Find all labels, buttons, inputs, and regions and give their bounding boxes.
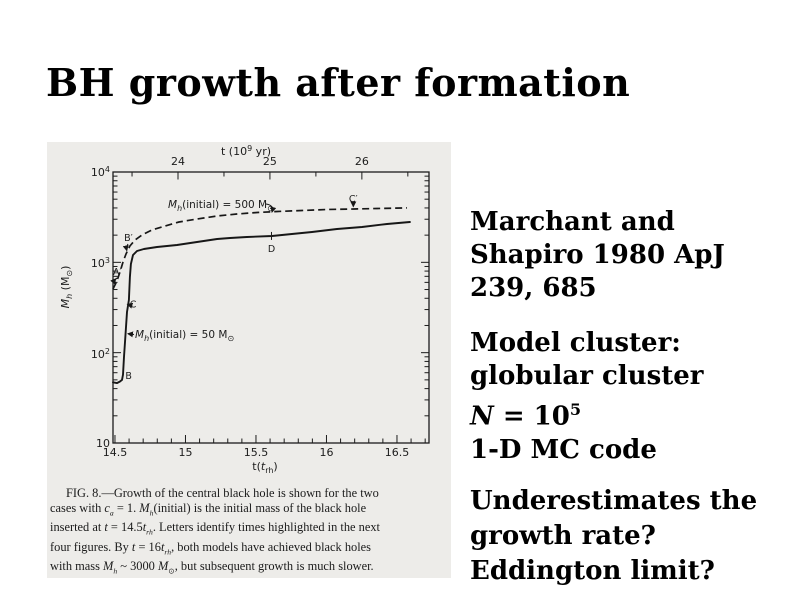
point-label-D: D (268, 244, 275, 255)
plot-frame (112, 171, 430, 444)
curve-initial-50 (112, 221, 411, 385)
caption-line: FIG. 8.—Growth of the central black hole… (66, 486, 379, 500)
point-label-A-prime: A′ (113, 267, 122, 278)
point-letters: A′ B′ C′ B C D (113, 194, 358, 382)
note-line: globular cluster (470, 361, 704, 391)
growth-chart: 14.5 15 15.5 16 16.5 24 25 26 A′ B′ C′ B C D t (109 … (59, 144, 430, 475)
point-label-C: C (130, 300, 137, 311)
arrow-c (126, 302, 134, 309)
caption-line: inserted at t = 14.5trh. Letters identif… (50, 520, 380, 537)
point-label-B-prime: B′ (124, 233, 133, 244)
figure-scan: 14.5 15 15.5 16 16.5 24 25 26 A′ B′ C′ B C D t (109 … (47, 142, 451, 578)
label-series-500: Mh(initial) = 500 M⊙ (168, 199, 274, 213)
ytick-1e4: 104 (91, 165, 110, 179)
figure-caption: FIG. 8.—Growth of the central black hole… (50, 486, 448, 579)
curve-initial-500 (112, 207, 408, 290)
ytick-1e3: 103 (91, 256, 110, 270)
point-label-B: B (125, 371, 132, 382)
point-label-C-prime: C′ (349, 194, 358, 205)
note-line: 1-D MC code (470, 434, 657, 465)
note-line: growth rate? (470, 520, 656, 551)
arrow-a-prime (110, 277, 118, 285)
caption-line: four figures. By t = 16trh, both models … (50, 539, 371, 557)
xtick-top: 25 (263, 155, 277, 168)
note-line: Shapiro 1980 ApJ (470, 240, 725, 270)
note-line: Underestimates the (470, 485, 758, 516)
arrow-series-500 (265, 203, 277, 213)
note-line: N = 105 (470, 400, 582, 432)
xtick-top: 26 (355, 155, 369, 168)
note-paragraph: Model cluster: globular cluster N = 105 1-D… (470, 327, 800, 467)
xtick-bottom: 14.5 (103, 446, 128, 459)
xtick-bottom: 15 (178, 446, 192, 459)
annotation-arrows (110, 201, 357, 338)
axis-ticks (113, 171, 429, 444)
xtick-top: 24 (171, 155, 185, 168)
note-line: Model cluster: (470, 328, 681, 358)
xtick-bottom: 15.5 (244, 446, 269, 459)
note-line: 239, 685 (470, 273, 597, 303)
curves (112, 207, 411, 385)
caption-line: with mass Mh ~ 3000 M⊙, but subsequent g… (50, 559, 374, 576)
note-line: Eddington limit? (470, 555, 715, 586)
note-paragraph: Marchant and Shapiro 1980 ApJ 239, 685 (470, 206, 800, 305)
arrow-series-50 (127, 331, 135, 338)
top-axis-label: t (109 yr) (221, 144, 271, 158)
xtick-bottom: 16 (319, 446, 333, 459)
label-series-50: Mh(initial) = 50 M⊙ (135, 329, 234, 343)
ytick-1e2: 102 (91, 347, 110, 361)
caption-line: cases with ca = 1. Mh(initial) is the in… (50, 501, 367, 518)
arrow-b-prime (122, 243, 129, 252)
y-axis-label: Mh (M⊙) (59, 266, 74, 309)
slide-title: BH growth after formation (46, 60, 631, 105)
ytick-1e1: 10 (96, 437, 110, 450)
bottom-axis-label: t(trh) (252, 460, 277, 475)
xtick-bottom: 16.5 (385, 446, 410, 459)
note-line: Marchant and (470, 207, 675, 237)
notes-column: Marchant and Shapiro 1980 ApJ 239, 685 Mode… (470, 206, 800, 600)
axis-tick-labels: 14.5 15 15.5 16 16.5 24 25 26 (103, 155, 410, 459)
note-paragraph: Underestimates the growth rate? Eddington … (470, 484, 800, 589)
